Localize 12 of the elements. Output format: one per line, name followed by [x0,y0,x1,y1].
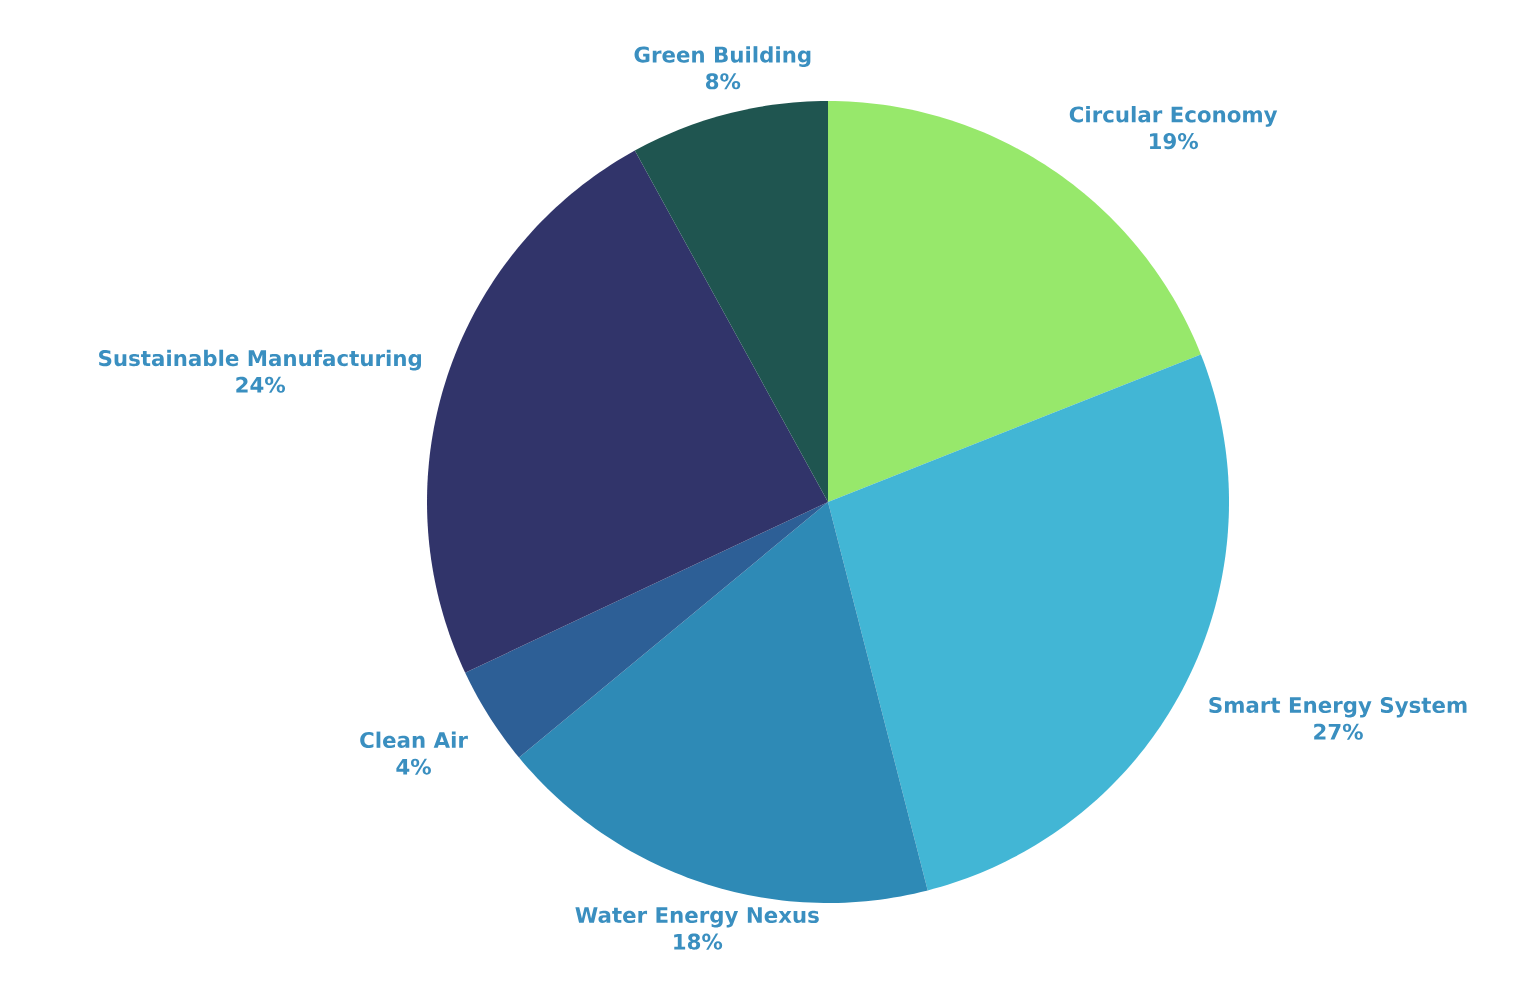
data-label: 27% [1314,723,1363,740]
slice-label: Circular Economy [1069,106,1278,127]
slice-label: Water Energy Nexus [575,907,819,928]
data-label: 8% [706,73,741,90]
slice-label: Green Building [634,46,811,67]
data-label: 24% [236,376,286,393]
slice-label: Clean Air [360,731,468,749]
data-label: 19% [1150,133,1198,150]
data-label: 4% [396,758,431,775]
slice-label: Sustainable Manufacturing [99,349,421,371]
slice-label: Smart Energy System [1209,696,1467,718]
data-label: 18% [674,933,723,950]
